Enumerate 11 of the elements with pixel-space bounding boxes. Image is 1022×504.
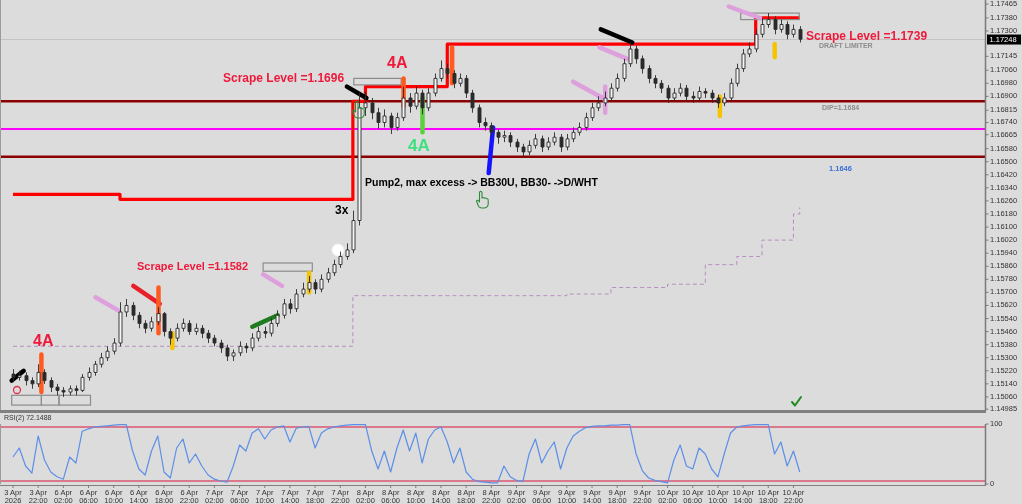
annotation: 4A (387, 54, 408, 72)
annotation: 4A (408, 136, 430, 156)
annotation: Scrape Level =1.1696 (223, 71, 345, 86)
annotation: Pump2, max excess -> BB30U, BB30- ->D/WHT (365, 175, 599, 188)
text: Scrape Level =1.1739 (806, 29, 928, 44)
annotation: 4A (33, 332, 54, 350)
candlestick (798, 25, 803, 43)
annotation: 3x (335, 203, 349, 218)
candlestick (363, 91, 368, 117)
line-series (12, 424, 801, 484)
annotation: Scrape Level =1.1582 (137, 259, 248, 272)
